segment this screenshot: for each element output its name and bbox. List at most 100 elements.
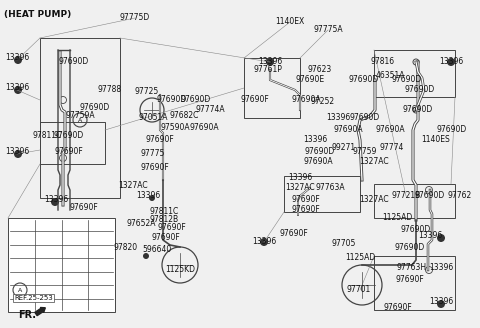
Text: 97690F: 97690F — [280, 230, 308, 238]
Circle shape — [51, 198, 59, 206]
Circle shape — [266, 58, 274, 66]
Circle shape — [14, 150, 22, 158]
Text: 97690D: 97690D — [305, 148, 335, 156]
Text: 97701: 97701 — [347, 285, 371, 295]
Text: 99271: 99271 — [332, 144, 356, 153]
Text: 97690F: 97690F — [396, 276, 424, 284]
Text: 97690F: 97690F — [70, 203, 98, 213]
Text: 97690A: 97690A — [375, 126, 405, 134]
Text: 97759: 97759 — [353, 148, 377, 156]
Text: 97051A: 97051A — [138, 113, 168, 122]
Text: 13396: 13396 — [5, 84, 29, 92]
Text: 1327AC: 1327AC — [118, 181, 148, 191]
Text: 97775D: 97775D — [120, 13, 150, 23]
Text: 97820: 97820 — [114, 243, 138, 253]
Text: 97816: 97816 — [371, 57, 395, 67]
Circle shape — [437, 234, 445, 242]
Text: 97690D: 97690D — [437, 126, 467, 134]
Text: 13396: 13396 — [326, 113, 350, 122]
Text: 13396: 13396 — [303, 135, 327, 145]
Text: 97690D: 97690D — [403, 106, 433, 114]
Text: FR.: FR. — [18, 310, 36, 320]
Text: 97690D: 97690D — [59, 56, 89, 66]
Bar — [374, 256, 455, 310]
Text: 97690A: 97690A — [303, 157, 333, 167]
Text: 13396: 13396 — [429, 263, 453, 273]
Circle shape — [260, 238, 268, 246]
Text: 97763H: 97763H — [397, 263, 427, 273]
Text: 97690D: 97690D — [157, 95, 187, 105]
Text: 97682C: 97682C — [169, 112, 199, 120]
Text: 13396: 13396 — [44, 195, 68, 204]
Text: 97690F: 97690F — [292, 195, 320, 204]
Text: 97690D: 97690D — [395, 243, 425, 253]
Text: 13396: 13396 — [258, 57, 282, 67]
Text: 97690F: 97690F — [292, 206, 320, 215]
Text: 97812B: 97812B — [149, 215, 179, 224]
Text: 97690F: 97690F — [152, 234, 180, 242]
Text: 97811C: 97811C — [32, 132, 61, 140]
Bar — [244, 58, 300, 118]
Text: 1327AC: 1327AC — [285, 183, 315, 193]
Text: 1140ES: 1140ES — [421, 135, 450, 145]
Circle shape — [14, 86, 22, 94]
Text: 97690D: 97690D — [350, 113, 380, 122]
Text: 97690D: 97690D — [54, 132, 84, 140]
Text: 97652A: 97652A — [126, 219, 156, 229]
Text: 97759A: 97759A — [65, 112, 95, 120]
Text: 97690F: 97690F — [55, 148, 84, 156]
Text: 97763A: 97763A — [315, 183, 345, 193]
Text: 97690E: 97690E — [295, 75, 324, 85]
Text: 13396: 13396 — [136, 192, 160, 200]
Text: 1327AC: 1327AC — [359, 157, 389, 167]
Text: 97690D: 97690D — [181, 95, 211, 105]
Text: 97690A: 97690A — [291, 95, 321, 105]
Text: 13396: 13396 — [288, 174, 312, 182]
Text: 97690D: 97690D — [401, 226, 431, 235]
Circle shape — [149, 195, 155, 201]
Text: A: A — [78, 117, 82, 122]
Text: 97705: 97705 — [332, 239, 356, 249]
Text: 1327AC: 1327AC — [359, 195, 389, 204]
Text: 97690D: 97690D — [405, 86, 435, 94]
Text: A: A — [18, 288, 22, 293]
Text: 13396: 13396 — [5, 148, 29, 156]
Bar — [8, 218, 115, 312]
Text: 13396: 13396 — [5, 53, 29, 63]
Circle shape — [437, 300, 445, 308]
Text: 1125AD: 1125AD — [345, 254, 375, 262]
Text: 97811C: 97811C — [149, 207, 179, 215]
Text: 97252: 97252 — [311, 97, 335, 107]
Circle shape — [143, 253, 149, 259]
Text: 97775: 97775 — [141, 149, 165, 157]
Text: 46351A: 46351A — [375, 72, 405, 80]
Text: 97623: 97623 — [308, 66, 332, 74]
Text: 13396: 13396 — [439, 57, 463, 67]
Bar — [40, 122, 105, 164]
Text: 97775A: 97775A — [313, 26, 343, 34]
Text: 97690A: 97690A — [333, 126, 363, 134]
Text: 97761P: 97761P — [253, 66, 282, 74]
Text: 13396: 13396 — [418, 232, 442, 240]
Bar — [374, 50, 455, 97]
Text: 97774A: 97774A — [195, 106, 225, 114]
Bar — [40, 38, 120, 198]
Text: 97725: 97725 — [135, 87, 159, 95]
Text: 13396: 13396 — [252, 237, 276, 247]
Text: REF.25-253: REF.25-253 — [14, 295, 53, 301]
Text: 97762: 97762 — [448, 192, 472, 200]
FancyArrow shape — [35, 308, 45, 316]
Text: 1140EX: 1140EX — [276, 17, 305, 27]
Text: 97774: 97774 — [380, 144, 404, 153]
Text: 97590A: 97590A — [160, 124, 190, 133]
Text: 1125AD: 1125AD — [382, 214, 412, 222]
Bar — [284, 176, 360, 212]
Text: 97721B: 97721B — [391, 192, 420, 200]
Text: 97690F: 97690F — [157, 223, 186, 233]
Text: (HEAT PUMP): (HEAT PUMP) — [4, 10, 71, 19]
Text: 97690F: 97690F — [145, 135, 174, 145]
Text: 97690D: 97690D — [349, 75, 379, 85]
Text: 97690D: 97690D — [415, 192, 445, 200]
Text: 97788: 97788 — [98, 86, 122, 94]
Text: 97690F: 97690F — [384, 303, 412, 313]
